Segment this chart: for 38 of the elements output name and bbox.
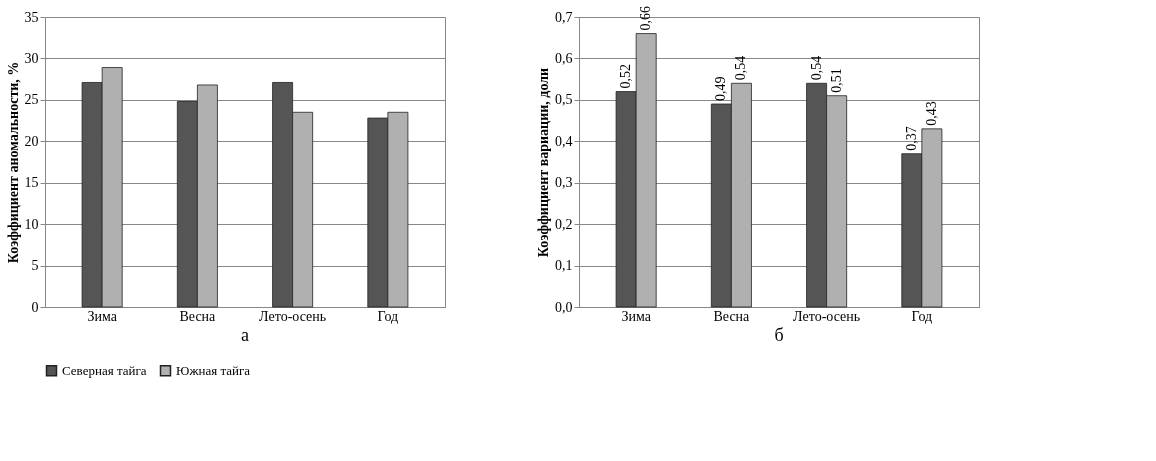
y-axis-title: Коэффициент аномальности, % <box>5 61 21 264</box>
data-label: 0,54 <box>733 55 749 81</box>
y-tick-label: 0,2 <box>555 216 573 232</box>
data-label: 0,52 <box>618 64 634 89</box>
x-tick-label: Весна <box>713 308 751 324</box>
data-label: 0,66 <box>638 6 654 31</box>
data-label: 0,51 <box>828 68 844 93</box>
y-tick-label: 10 <box>24 216 39 232</box>
y-tick-label: 35 <box>24 9 39 25</box>
text: б <box>774 325 784 345</box>
data-label: 0,54 <box>808 55 824 81</box>
y-tick-label: 30 <box>24 50 39 66</box>
data-label: 0,49 <box>713 76 729 101</box>
y-tick-label: 0,1 <box>555 258 573 274</box>
legend-label: Южная тайга <box>176 362 251 378</box>
x-tick-label: Лето-осень <box>793 308 861 324</box>
y-tick-label: 15 <box>24 175 39 191</box>
y-tick-label: 25 <box>24 92 39 108</box>
y-axis-title: Коэффициент вариации, доли <box>536 67 551 258</box>
x-tick-label: Лето-осень <box>259 308 327 324</box>
x-tick-label: Год <box>377 308 399 324</box>
data-label: 0,37 <box>903 126 919 151</box>
y-tick-label: 0,7 <box>555 9 573 25</box>
y-tick-label: 0,4 <box>555 133 573 149</box>
legend-label: Северная тайга <box>62 362 147 378</box>
y-tick-label: 0,3 <box>555 175 573 191</box>
text: а <box>241 325 249 345</box>
y-tick-label: 0 <box>31 299 39 315</box>
x-tick-label: Год <box>911 308 933 324</box>
data-label: 0,43 <box>923 101 939 126</box>
x-tick-label: Весна <box>179 308 217 324</box>
x-tick-label: Зима <box>621 308 652 324</box>
y-tick-label: 0,6 <box>555 50 573 66</box>
y-tick-label: 20 <box>24 133 39 149</box>
y-tick-label: 0,0 <box>555 299 573 315</box>
y-tick-label: 0,5 <box>555 92 573 108</box>
y-tick-label: 5 <box>31 258 39 274</box>
x-tick-label: Зима <box>87 308 118 324</box>
